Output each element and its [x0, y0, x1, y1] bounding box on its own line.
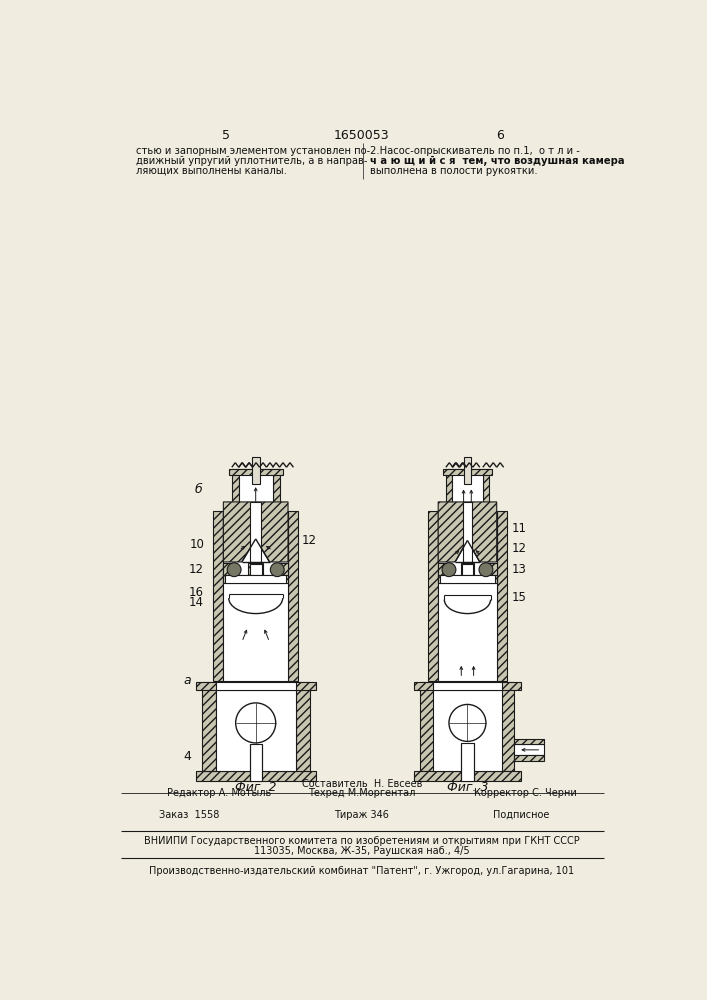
Text: Тираж 346: Тираж 346 [334, 810, 390, 820]
Text: 13: 13 [512, 563, 527, 576]
Circle shape [442, 563, 456, 577]
Bar [196, 771, 316, 781]
Text: 11: 11 [512, 522, 527, 535]
Text: 15: 15 [512, 591, 527, 604]
Bar [463, 502, 472, 562]
Text: движный упругий уплотнитель, а в направ-: движный упругий уплотнитель, а в направ- [136, 156, 368, 166]
Bar [225, 575, 286, 583]
Text: 5: 5 [223, 129, 230, 142]
Bar [216, 682, 296, 771]
Text: Производственно-издательский комбинат "Патент", г. Ужгород, ул.Гагарина, 101: Производственно-издательский комбинат "П… [149, 866, 575, 876]
Bar [250, 502, 261, 562]
Bar [433, 682, 502, 771]
Bar [229, 469, 283, 475]
Circle shape [479, 563, 493, 577]
Bar [515, 739, 544, 744]
Bar [239, 469, 273, 511]
Bar [443, 469, 492, 475]
Text: 10: 10 [189, 538, 204, 551]
Bar [464, 457, 472, 484]
Bar [216, 682, 296, 690]
Bar [438, 511, 497, 681]
Bar [214, 511, 223, 681]
Text: 12: 12 [302, 534, 317, 547]
Text: 2.Насос-опрыскиватель по п.1,  о т л и -: 2.Насос-опрыскиватель по п.1, о т л и - [370, 146, 580, 156]
Text: выполнена в полости рукоятки.: выполнена в полости рукоятки. [370, 166, 537, 176]
Text: Редактор А. Мотыль: Редактор А. Мотыль [167, 788, 271, 798]
Bar [446, 469, 452, 511]
Polygon shape [223, 502, 288, 562]
Bar [438, 563, 449, 577]
Text: ч а ю щ и й с я  тем, что воздушная камера: ч а ю щ и й с я тем, что воздушная камер… [370, 156, 624, 166]
Text: Составитель  Н. Евсеев: Составитель Н. Евсеев [302, 779, 422, 789]
Bar [461, 743, 474, 781]
Text: б: б [195, 483, 203, 496]
Bar [462, 564, 473, 575]
Text: 16: 16 [189, 586, 204, 599]
Bar [486, 563, 497, 577]
Bar [428, 511, 438, 681]
Bar [250, 744, 262, 781]
Bar [223, 511, 288, 681]
Bar [414, 682, 520, 690]
Text: 12: 12 [512, 542, 527, 555]
Text: Техред М.Моргентал: Техред М.Моргентал [308, 788, 416, 798]
Bar [438, 575, 497, 583]
Text: Фиг. 3: Фиг. 3 [447, 781, 489, 794]
Text: ВНИИПИ Государственного комитета по изобретениям и открытиям при ГКНТ СССР: ВНИИПИ Государственного комитета по изоб… [144, 836, 580, 846]
Text: Корректор С. Черни: Корректор С. Черни [474, 788, 577, 798]
Bar [515, 755, 544, 761]
Bar [440, 575, 495, 583]
Text: 6: 6 [496, 129, 503, 142]
Text: 14: 14 [189, 596, 204, 609]
Text: 12: 12 [189, 563, 204, 576]
Bar [296, 682, 310, 771]
Bar [433, 682, 502, 690]
Text: a: a [183, 674, 191, 687]
Bar [452, 469, 483, 511]
Bar [250, 564, 262, 575]
Bar [483, 469, 489, 511]
Bar [414, 771, 520, 781]
Bar [288, 511, 298, 681]
Bar [223, 563, 234, 577]
Bar [515, 744, 544, 755]
Bar [421, 682, 515, 771]
Text: 4: 4 [183, 750, 191, 763]
Text: ляющих выполнены каналы.: ляющих выполнены каналы. [136, 166, 287, 176]
Bar [277, 563, 288, 577]
Bar [252, 457, 259, 484]
Text: Подписное: Подписное [493, 810, 549, 820]
Bar [248, 563, 264, 577]
Bar [460, 563, 474, 577]
Text: 1650053: 1650053 [334, 129, 390, 142]
Text: Заказ  1558: Заказ 1558 [160, 810, 220, 820]
Text: 113035, Москва, Ж-35, Раушская наб., 4/5: 113035, Москва, Ж-35, Раушская наб., 4/5 [254, 846, 469, 856]
Circle shape [235, 703, 276, 743]
Bar [232, 469, 239, 511]
Bar [201, 682, 216, 771]
Bar [273, 469, 279, 511]
Circle shape [227, 563, 241, 577]
Circle shape [270, 563, 284, 577]
Bar [196, 682, 316, 690]
Polygon shape [438, 502, 497, 562]
Text: стью и запорным элементом установлен по-: стью и запорным элементом установлен по- [136, 146, 370, 156]
Bar [223, 575, 288, 583]
Bar [497, 511, 507, 681]
Text: Фиг. 2: Фиг. 2 [235, 781, 276, 794]
Circle shape [449, 704, 486, 741]
